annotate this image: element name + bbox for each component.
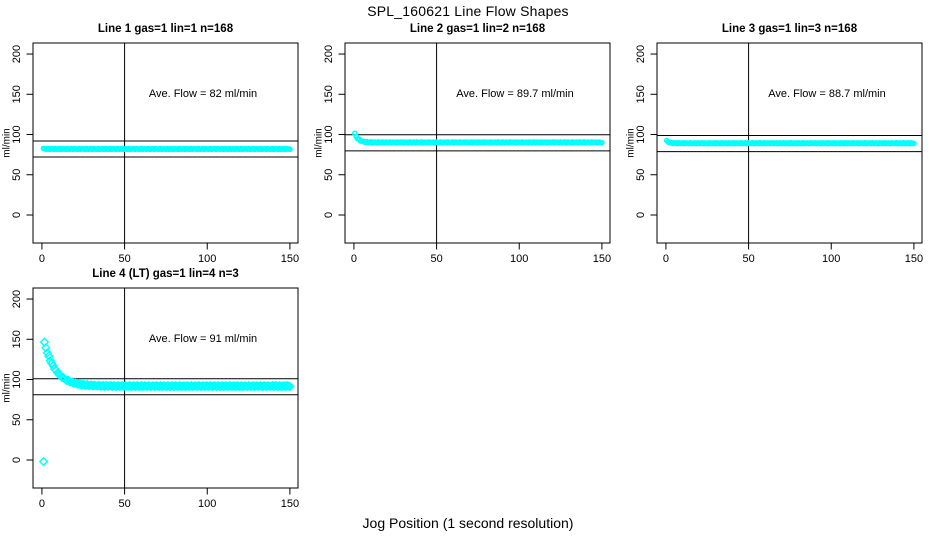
avg-flow-annotation: Ave. Flow = 82 ml/min: [149, 88, 257, 100]
avg-flow-annotation: Ave. Flow = 89.7 ml/min: [456, 88, 573, 100]
x-tick-label: 0: [39, 498, 45, 510]
panel-plot: Line 3 gas=1 lin=3 n=168 0 50 100 150 200 0 50 1…: [626, 23, 924, 265]
empty-panel: [312, 265, 624, 510]
x-tick-label: 50: [118, 498, 130, 510]
y-tick-label: 0: [11, 457, 23, 463]
x-tick-label: 0: [663, 253, 669, 265]
panel-plot: Line 4 (LT) gas=1 lin=4 n=3 0 50 100 150 200 0…: [2, 268, 300, 510]
data-point: [44, 351, 54, 361]
data-point: [911, 140, 917, 147]
y-tick-label: 150: [635, 85, 647, 103]
x-tick-label: 100: [198, 253, 216, 265]
x-tick-label: 150: [281, 498, 299, 510]
data-point: [599, 139, 605, 146]
x-tick-label: 0: [39, 253, 45, 265]
data-point: [258, 381, 269, 391]
avg-flow-annotation: Ave. Flow = 88.7 ml/min: [768, 88, 885, 100]
data-points: [663, 137, 917, 147]
data-points: [40, 145, 293, 153]
y-tick-label: 150: [323, 85, 335, 103]
data-points: [38, 337, 295, 467]
y-tick-label: 150: [11, 85, 23, 103]
y-tick-label: 100: [323, 125, 335, 143]
data-point: [208, 381, 219, 391]
data-point: [127, 381, 138, 391]
data-point: [287, 146, 293, 153]
empty-panel: [624, 265, 936, 510]
x-tick-label: 50: [430, 253, 442, 265]
data-point: [285, 381, 295, 392]
y-tick-label: 50: [11, 414, 23, 426]
figure-xlabel: Jog Position (1 second resolution): [362, 515, 574, 531]
panel-title: Line 1 gas=1 lin=1 n=168: [98, 23, 234, 35]
data-point: [38, 456, 49, 467]
y-tick-label: 200: [323, 45, 335, 63]
y-axis-label: ml/min: [2, 128, 13, 157]
x-tick-label: 50: [118, 253, 130, 265]
y-tick-label: 0: [11, 212, 23, 218]
y-tick-label: 200: [11, 45, 23, 63]
y-tick-label: 0: [635, 212, 647, 218]
panel-title: Line 4 (LT) gas=1 lin=4 n=3: [92, 268, 238, 280]
y-axis-label: ml/min: [2, 373, 13, 402]
plot-box: [32, 287, 299, 489]
panel-title: Line 3 gas=1 lin=3 n=168: [722, 23, 858, 35]
y-axis-label: ml/min: [314, 128, 325, 157]
x-tick-label: 150: [281, 253, 299, 265]
data-point: [158, 381, 169, 391]
x-tick-label: 0: [351, 253, 357, 265]
plot-box: [656, 42, 923, 244]
x-tick-label: 100: [822, 253, 840, 265]
data-point: [177, 381, 188, 391]
y-tick-label: 50: [11, 169, 23, 181]
plot-box: [32, 42, 299, 244]
y-tick-label: 200: [11, 290, 23, 308]
x-tick-label: 150: [593, 253, 611, 265]
panel-plot: Line 2 gas=1 lin=2 n=168 0 50 100 150 200 0 50 1…: [314, 23, 612, 265]
data-point: [64, 376, 75, 387]
y-axis-label: ml/min: [626, 128, 637, 157]
y-tick-label: 100: [11, 125, 23, 143]
figure-title: SPL_160621 Line Flow Shapes: [367, 3, 569, 19]
data-point: [46, 358, 57, 369]
x-tick-label: 50: [742, 253, 754, 265]
panel-plot: Line 1 gas=1 lin=1 n=168 0 50 100 150 200 0 50 1…: [2, 23, 300, 265]
y-tick-label: 100: [11, 370, 23, 388]
y-tick-label: 100: [635, 125, 647, 143]
data-point: [283, 381, 294, 391]
data-point: [41, 343, 51, 353]
y-tick-label: 150: [11, 330, 23, 348]
x-tick-label: 150: [905, 253, 923, 265]
panel-title: Line 2 gas=1 lin=2 n=168: [410, 23, 546, 35]
x-tick-label: 100: [510, 253, 528, 265]
y-tick-label: 0: [323, 212, 335, 218]
data-point: [239, 381, 250, 391]
data-point: [42, 348, 53, 358]
x-tick-label: 100: [198, 498, 216, 510]
y-tick-label: 200: [635, 45, 647, 63]
subplot-line4: Line 4 (LT) gas=1 lin=4 n=3 0 50 100 150 200 0…: [0, 265, 312, 510]
data-points: [351, 130, 605, 146]
plot-box: [344, 42, 611, 244]
subplot-line1: Line 1 gas=1 lin=1 n=168 0 50 100 150 200 0 50 1…: [0, 20, 312, 265]
subplot-line3: Line 3 gas=1 lin=3 n=168 0 50 100 150 200 0 50 1…: [624, 20, 936, 265]
y-tick-label: 50: [323, 169, 335, 181]
data-point: [282, 380, 292, 391]
subplot-grid: Line 1 gas=1 lin=1 n=168 0 50 100 150 200 0 50 1…: [0, 20, 936, 510]
y-tick-label: 50: [635, 169, 647, 181]
subplot-line2: Line 2 gas=1 lin=2 n=168 0 50 100 150 200 0 50 1…: [312, 20, 624, 265]
avg-flow-annotation: Ave. Flow = 91 ml/min: [149, 333, 257, 345]
